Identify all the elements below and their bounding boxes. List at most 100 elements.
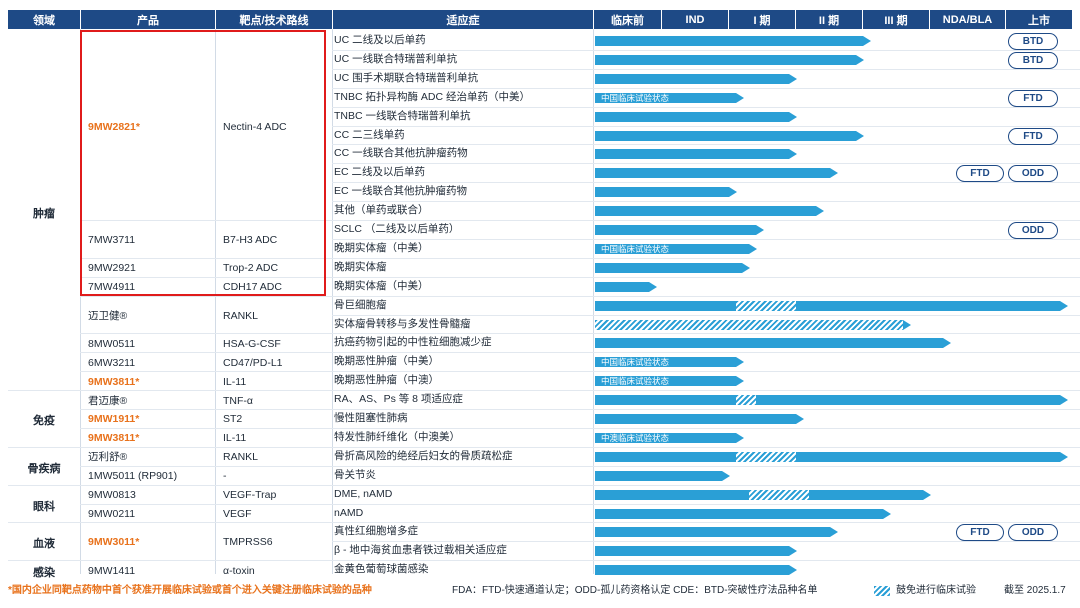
product-name: 6MW3211 [88, 356, 136, 369]
indication-label: EC 一线联合其他抗肿瘤药物 [334, 185, 468, 198]
product-divider [80, 560, 332, 562]
pipeline-bar-arrow [789, 565, 798, 576]
domain-divider [8, 446, 80, 448]
pipeline-bar [595, 111, 790, 122]
pipeline-bar-arrow [883, 508, 892, 519]
domain-label: 骨疾病 [27, 462, 61, 475]
header-target: 靶点/技术路线 [216, 10, 332, 29]
pipeline-bar-arrow [742, 262, 751, 273]
indication-label: 真性红细胞增多症 [334, 525, 418, 538]
row-divider [332, 276, 1080, 278]
designation-badge: FTD [956, 165, 1004, 183]
header-phase-2: II 期 [796, 10, 862, 29]
row-divider [332, 371, 1080, 373]
pipeline-bar [595, 300, 1060, 311]
designation-badge: ODD [1008, 524, 1058, 542]
product-divider [80, 371, 332, 373]
pipeline-bar [595, 225, 756, 235]
pipeline-bar [595, 432, 736, 443]
product-target: HSA-G-CSF [223, 337, 281, 350]
pipeline-bar-waived [735, 395, 756, 406]
pipeline-bar-arrow [943, 338, 952, 349]
pipeline-bar [595, 546, 790, 557]
indication-label: 慢性阻塞性肺病 [334, 412, 408, 424]
designation-badge: FTD [956, 524, 1004, 542]
pipeline-bar [595, 36, 863, 46]
row-divider [332, 522, 1080, 524]
product-target: CDH17 ADC [223, 281, 282, 294]
product-target: Trop-2 ADC [223, 262, 279, 275]
domain-divider [8, 390, 80, 392]
row-divider [332, 220, 1080, 221]
product-name: 9MW0813 [88, 489, 136, 502]
row-divider [332, 352, 1080, 354]
pipeline-bar-arrow [749, 243, 758, 254]
bar-status-label: 中国临床试验状态 [601, 243, 670, 254]
pipeline-bar-arrow [816, 206, 825, 217]
pipeline-bar [595, 281, 649, 292]
header-product: 产品 [81, 10, 215, 29]
pipeline-bar [595, 92, 736, 103]
pipeline-bar-arrow [829, 168, 838, 179]
indication-label: CC 二三线单药 [334, 128, 405, 141]
row-divider [332, 257, 1080, 259]
product-divider [80, 352, 332, 354]
row-divider [332, 49, 1080, 51]
pipeline-bar-arrow [729, 187, 737, 198]
indication-label: 晚期实体瘤（中美） [334, 241, 429, 254]
pipeline-bar [595, 187, 729, 198]
indication-label: β - 地中海贫血患者铁过载相关适应症 [334, 544, 507, 557]
pipeline-bar [595, 338, 944, 349]
pipeline-bar-arrow [735, 376, 744, 387]
pipeline-bar [595, 357, 736, 368]
pipeline-bar-arrow [856, 54, 865, 65]
product-name: 1MW5011 (RP901) [88, 470, 178, 483]
header-phase-3: III 期 [863, 10, 929, 29]
indication-label: 骨关节炎 [334, 468, 376, 481]
product-divider [80, 503, 332, 505]
pipeline-bar-waived [595, 319, 904, 330]
product-divider [80, 390, 332, 392]
row-divider [332, 541, 1080, 543]
header-phase-nda: NDA/BLA [930, 10, 1005, 29]
indication-label: TNBC 一线联合特瑞普利单抗 [334, 109, 471, 122]
header-phase-ind: IND [662, 10, 728, 29]
indication-label: nAMD [334, 506, 364, 519]
product-divider [80, 446, 332, 448]
pipeline-bar-arrow [796, 414, 804, 424]
product-target: RANKL [223, 309, 259, 322]
indication-label: 金黄色葡萄球菌感染 [334, 563, 429, 576]
product-name: 7MW4911 [88, 281, 136, 294]
designation-badge: BTD [1008, 33, 1058, 50]
product-target: CD47/PD-L1 [223, 356, 283, 369]
pipeline-bar-waived [749, 489, 810, 500]
row-divider [332, 144, 1080, 146]
pipeline-bar [595, 565, 790, 576]
row-divider [332, 503, 1080, 505]
pipeline-bar-arrow [903, 319, 912, 330]
designation-badge: FTD [1008, 89, 1058, 107]
product-name: 9MW3811* [88, 375, 140, 388]
row-divider [332, 163, 1080, 165]
row-divider [332, 87, 1080, 89]
pipeline-bar [595, 470, 723, 481]
indication-label: CC 一线联合其他抗肿瘤药物 [334, 147, 468, 160]
product-divider [80, 295, 332, 297]
product-divider [80, 257, 332, 259]
row-divider [332, 465, 1080, 467]
pipeline-bar-arrow [856, 130, 865, 141]
product-target: ST2 [223, 413, 243, 426]
row-divider [332, 125, 1080, 127]
product-target: - [223, 470, 227, 483]
domain-label: 免疫 [33, 415, 55, 428]
pipeline-bar-arrow [1060, 451, 1068, 462]
legend-hatch-swatch [874, 586, 890, 596]
indication-label: 骨折高风险的绝经后妇女的骨质疏松症 [334, 449, 513, 462]
pipeline-bar [595, 54, 857, 65]
domain-divider [8, 522, 80, 524]
product-target: IL-11 [223, 375, 247, 388]
pipeline-bar-arrow [648, 281, 657, 292]
pipeline-bar [595, 243, 750, 254]
indication-label: 晚期实体瘤 [334, 260, 387, 273]
product-target: B7-H3 ADC [223, 233, 278, 246]
